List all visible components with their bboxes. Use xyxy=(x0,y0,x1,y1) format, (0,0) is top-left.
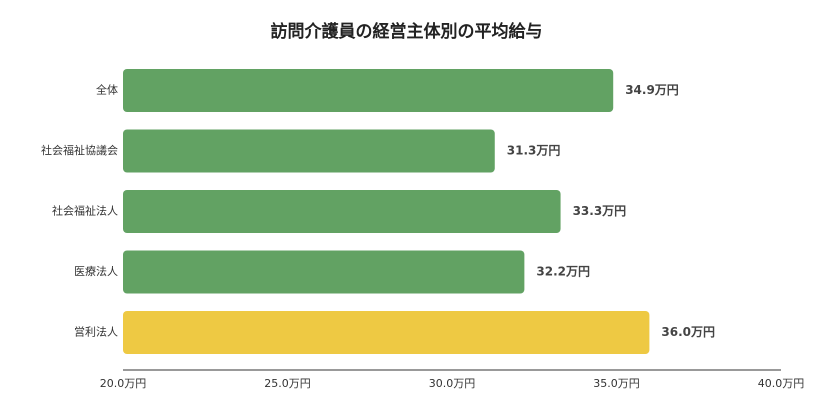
data-label: 33.3万円 xyxy=(573,204,627,218)
bar xyxy=(123,190,561,233)
data-label: 34.9万円 xyxy=(625,83,679,97)
x-axis: 20.0万円 25.0万円 30.0万円 35.0万円 40.0万円 xyxy=(100,369,805,390)
category-label: 社会福祉協議会 xyxy=(41,143,118,157)
x-tick-label: 20.0万円 xyxy=(100,377,147,390)
x-tick-label: 40.0万円 xyxy=(758,377,805,390)
category-label: 社会福祉法人 xyxy=(52,204,118,218)
bar xyxy=(123,250,525,294)
bar xyxy=(123,311,650,354)
data-label: 36.0万円 xyxy=(661,325,715,339)
x-tick-label: 25.0万円 xyxy=(264,377,311,390)
category-label: 医療法人 xyxy=(74,264,118,278)
data-label: 32.2万円 xyxy=(536,265,590,279)
bar xyxy=(123,129,495,173)
data-label: 31.3万円 xyxy=(507,144,561,158)
category-label: 営利法人 xyxy=(74,325,118,339)
x-tick-label: 35.0万円 xyxy=(593,377,640,390)
bar xyxy=(123,69,614,112)
chart-title: 訪問介護員の経営主体別の平均給与 xyxy=(270,22,543,42)
category-label: 全体 xyxy=(96,83,118,97)
x-tick-label: 30.0万円 xyxy=(429,377,476,390)
bars-layer xyxy=(123,69,650,354)
